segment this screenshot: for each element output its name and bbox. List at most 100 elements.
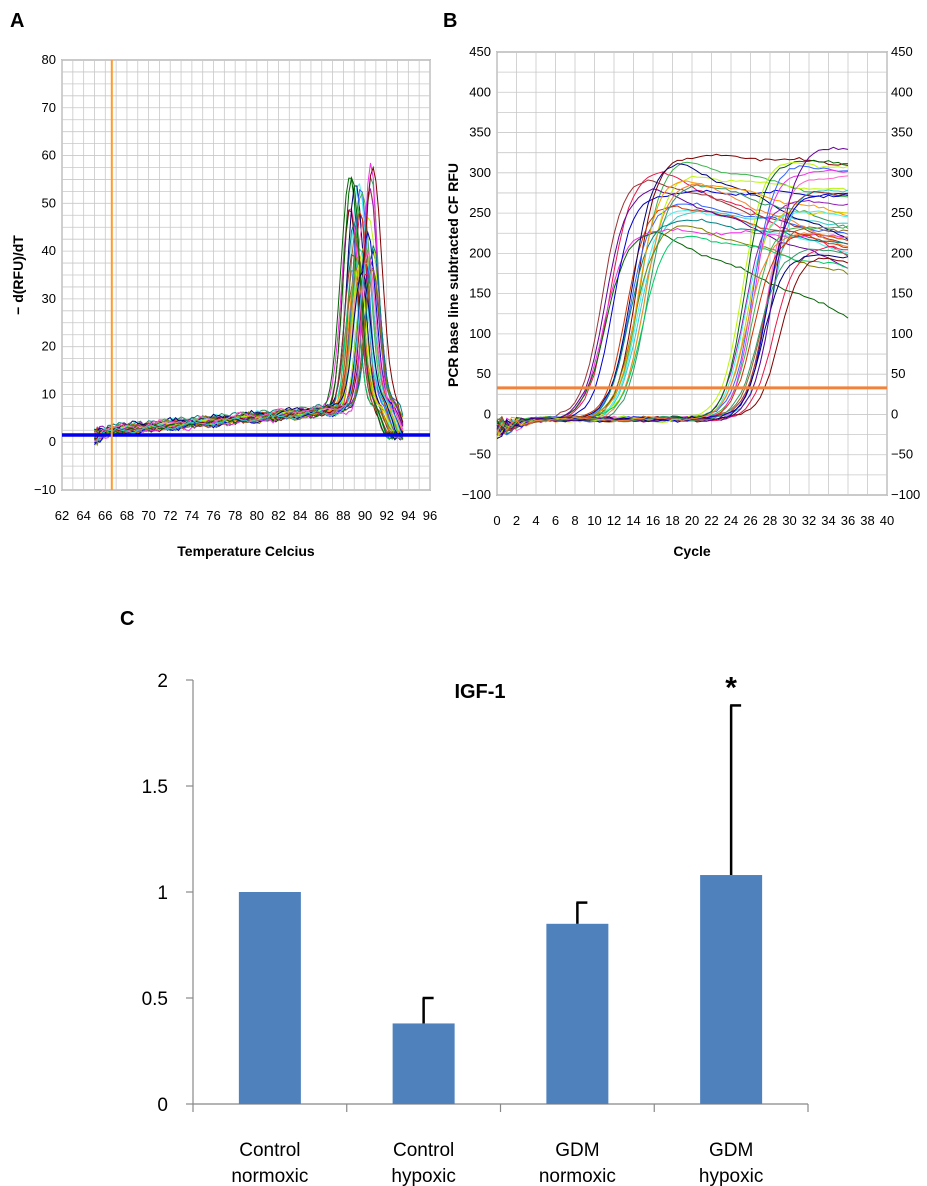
chart-b-x-tick-label: 12 (607, 513, 621, 528)
chart-b-y-tick-label-left: 200 (469, 245, 491, 260)
chart-b-x-tick-label: 4 (532, 513, 539, 528)
chart-a-melt-curve (94, 262, 404, 442)
chart-c-category-label: normoxic (231, 1166, 308, 1186)
chart-b-x-tick-label: 30 (782, 513, 796, 528)
chart-b-y-tick-label-right: 250 (891, 205, 913, 220)
chart-b-y-tick-label-right: 450 (891, 44, 913, 59)
chart-b-y-tick-label-right: 400 (891, 84, 913, 99)
chart-a-melt-curve (94, 269, 404, 437)
chart-b-y-tick-label-left: 400 (469, 84, 491, 99)
chart-b-x-tick-label: 22 (704, 513, 718, 528)
chart-b-y-tick-label-left: −100 (462, 487, 491, 502)
chart-c-bars: Control normoxic Control hypoxic GDM normoxic… (231, 704, 763, 1186)
chart-c-category-label: hypoxic (391, 1166, 455, 1186)
chart-a-x-tick-label: 78 (228, 508, 242, 523)
chart-a-x-tick-label: 84 (293, 508, 307, 523)
chart-a-x-tick-label: 94 (401, 508, 415, 523)
chart-b-amplification-curve (496, 146, 849, 430)
chart-a-x-tick-label: 70 (141, 508, 155, 523)
chart-b-x-tick-label: 10 (587, 513, 601, 528)
chart-b-x-tick-label: 38 (860, 513, 874, 528)
chart-a-melt-curve (94, 165, 404, 440)
chart-a-curves (94, 162, 404, 447)
chart-a-x-tick-label: 86 (315, 508, 329, 523)
panel-label-c: C (120, 608, 134, 630)
chart-b-y-axis-title: PCR base line subtracted CF RFU (445, 163, 461, 387)
chart-a-x-tick-label: 90 (358, 508, 372, 523)
chart-b-x-tick-label: 6 (552, 513, 559, 528)
chart-b-y-tick-label-right: 200 (891, 245, 913, 260)
chart-c-axes: 0 0.5 1 1.5 2 (142, 671, 809, 1116)
chart-b-y-tick-label-right: 100 (891, 326, 913, 341)
chart-b-y-tick-label-left: −50 (469, 447, 491, 462)
chart-b-x-tick-label: 40 (880, 513, 894, 528)
chart-b-x-tick-label: 0 (493, 513, 500, 528)
chart-c-y-tick-label: 1 (157, 883, 168, 904)
chart-b-x-tick-label: 8 (571, 513, 578, 528)
chart-b-x-tick-label: 14 (626, 513, 640, 528)
chart-b-grid (496, 51, 888, 496)
chart-a-y-tick-label: 40 (42, 243, 56, 258)
chart-b-x-tick-label: 2 (513, 513, 520, 528)
chart-a-y-tick-label: 50 (42, 195, 56, 210)
panel-label-b: B (443, 10, 457, 32)
chart-b-x-tick-label: 34 (821, 513, 835, 528)
chart-b-amplification-curve (496, 232, 849, 433)
chart-a-x-tick-label: 68 (120, 508, 134, 523)
chart-c-category-label: Control (239, 1140, 300, 1161)
chart-b-y-tick-label-left: 150 (469, 286, 491, 301)
chart-c-category-label: Control (393, 1140, 454, 1161)
chart-b-amplification-curve (496, 180, 849, 428)
chart-a-y-tick-label: 30 (42, 291, 56, 306)
chart-a-x-tick-label: 64 (76, 508, 90, 523)
chart-b-y-tick-label-left: 50 (477, 366, 491, 381)
chart-b-x-tick-label: 26 (743, 513, 757, 528)
chart-b-y-tick-label-left: 300 (469, 165, 491, 180)
chart-c-bar (700, 875, 763, 1104)
chart-a-y-tick-label: 60 (42, 148, 56, 163)
chart-b-y-tick-label-left: 350 (469, 125, 491, 140)
chart-b-y-tick-label-right: 350 (891, 125, 913, 140)
chart-a-y-tick-label: 80 (42, 52, 56, 67)
chart-c-category-label: GDM (709, 1140, 753, 1161)
chart-a-x-tick-label: 96 (423, 508, 437, 523)
chart-c-category-label: GDM (555, 1140, 599, 1161)
chart-a-melt-curve (94, 270, 404, 436)
chart-c-title: IGF-1 (454, 681, 505, 703)
chart-b-y-tick-label-left: 450 (469, 44, 491, 59)
chart-b-y-tick-label-right: 0 (891, 406, 898, 421)
chart-a-x-axis-title: Temperature Celcius (177, 543, 315, 559)
chart-b-x-tick-label: 18 (665, 513, 679, 528)
chart-a-x-tick-label: 62 (55, 508, 69, 523)
chart-c: IGF-1 0 0.5 1 1.5 2 Control normoxic Control hy… (142, 671, 809, 1186)
chart-b-x-tick-label: 36 (841, 513, 855, 528)
chart-b-y-tick-label-right: −100 (891, 487, 920, 502)
chart-c-y-tick-label: 1.5 (142, 777, 168, 798)
chart-a-y-axis-title: − d(RFU)/dT (10, 235, 26, 315)
chart-c-y-tick-label: 0.5 (142, 989, 168, 1010)
chart-c-y-tick-label: 2 (157, 671, 168, 692)
chart-b-amplification-curve (496, 165, 849, 436)
chart-b-x-axis-title: Cycle (673, 543, 711, 559)
panel-label-a: A (10, 10, 24, 32)
chart-b-y-tick-label-right: 50 (891, 366, 905, 381)
chart-c-significance-star: * (725, 671, 737, 704)
chart-b-y-tick-label-left: 100 (469, 326, 491, 341)
chart-a-x-tick-label: 80 (250, 508, 264, 523)
chart-a-x-tick-label: 92 (379, 508, 393, 523)
chart-b-x-tick-label: 32 (802, 513, 816, 528)
chart-b-y-tick-label-right: −50 (891, 447, 913, 462)
chart-b-curves (496, 146, 849, 440)
chart-a-y-tick-label: −10 (34, 482, 56, 497)
chart-c-bar (546, 923, 609, 1104)
chart-a: 62 64 66 68 70 72 74 76 78 80 82 84 86 88 90 92 94 96 −10 0… (10, 52, 437, 559)
chart-a-x-tick-label: 74 (185, 508, 199, 523)
chart-b-y-tick-label-left: 250 (469, 205, 491, 220)
chart-a-y-tick-label: 20 (42, 339, 56, 354)
chart-c-y-tick-label: 0 (157, 1095, 168, 1116)
chart-b-x-tick-label: 16 (646, 513, 660, 528)
chart-a-x-tick-label: 88 (336, 508, 350, 523)
chart-b-x-tick-label: 20 (685, 513, 699, 528)
chart-a-y-tick-label: 10 (42, 386, 56, 401)
